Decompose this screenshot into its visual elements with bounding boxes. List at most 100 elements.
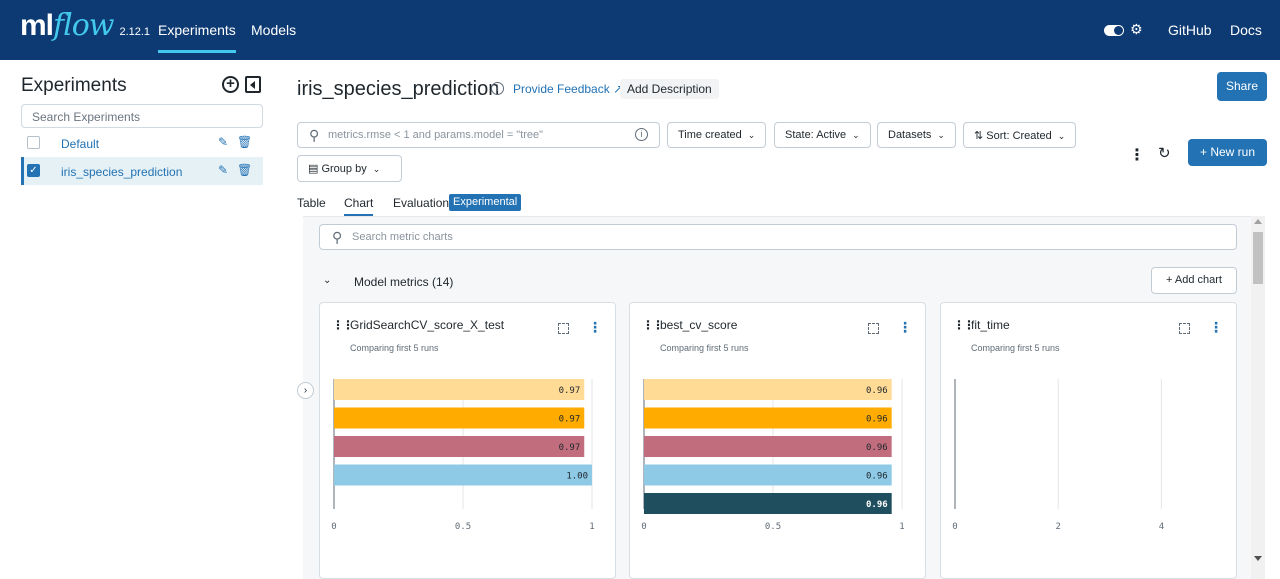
gear-icon[interactable]: ⚙ <box>1130 21 1143 37</box>
refresh-icon[interactable]: ↻ <box>1158 145 1171 162</box>
delete-icon[interactable]: 🗑 <box>237 163 253 177</box>
scrollbar[interactable] <box>1251 216 1265 579</box>
tick-label: 0 <box>331 522 336 532</box>
search-metric-placeholder: Search metric charts <box>352 231 453 243</box>
dark-mode-toggle[interactable] <box>1104 25 1124 36</box>
tab-evaluation[interactable]: Evaluation <box>393 196 450 210</box>
chart-card: ⋮⋮ GridSearchCV_score_X_test Comparing f… <box>319 302 616 579</box>
sort-icon: ⇅ <box>974 130 987 142</box>
drag-handle-icon[interactable]: ⋮⋮ <box>642 318 664 332</box>
datasets-dropdown[interactable]: Datasets ⌄ <box>877 122 956 148</box>
dropdown-label: State: Active <box>785 129 847 141</box>
experimental-badge: Experimental <box>449 194 522 211</box>
section-title: Model metrics (14) <box>354 275 454 289</box>
data-label: 0.96 <box>866 415 888 425</box>
new-run-label[interactable]: New run <box>1210 145 1256 159</box>
top-navbar: ml flow 2.12.1 Experiments Models ⚙ GitH… <box>0 0 1280 60</box>
tab-chart[interactable]: Chart <box>344 196 374 216</box>
add-chart-label[interactable]: Add chart <box>1174 274 1222 286</box>
bar <box>644 407 892 429</box>
tick-label: 0 <box>952 522 957 532</box>
chevron-down-icon: ⌄ <box>852 130 860 140</box>
dropdown-label: Sort: Created <box>986 130 1052 142</box>
nav-models[interactable]: Models <box>251 22 297 38</box>
tick-label: 0 <box>641 522 646 532</box>
logo-ml: ml <box>20 9 54 42</box>
info-icon[interactable]: i <box>635 128 648 141</box>
sidebar-item-iris[interactable]: ✓ iris_species_prediction ✎ 🗑 <box>21 157 263 185</box>
data-label: 0.97 <box>559 443 581 453</box>
checkbox[interactable] <box>27 136 40 149</box>
chart-menu-icon[interactable]: ⋮ <box>588 319 602 335</box>
chevron-down-icon: ⌄ <box>1057 131 1066 141</box>
add-chart-button[interactable]: + Add chart <box>1151 267 1237 294</box>
tick-label: 0.5 <box>455 522 471 532</box>
add-description-button[interactable]: Add Description <box>620 79 719 99</box>
dropdown-label: Group by <box>321 163 367 175</box>
bar <box>644 493 892 514</box>
mlflow-logo[interactable]: ml flow 2.12.1 <box>20 8 150 48</box>
bar <box>334 407 585 429</box>
bar <box>334 464 592 486</box>
chart-menu-icon[interactable]: ⋮ <box>1209 319 1223 335</box>
new-run-button[interactable]: + New run <box>1188 139 1267 166</box>
group-by-dropdown[interactable]: ▤ Group by ⌄ <box>297 155 402 182</box>
fullscreen-icon[interactable] <box>1179 323 1190 334</box>
search-experiments-input[interactable]: Search Experiments <box>21 104 263 128</box>
bar-chart: 0 2 4 <box>952 379 1164 532</box>
chevron-down-icon: ⌄ <box>372 164 381 174</box>
bar <box>334 379 585 400</box>
bar <box>644 464 892 486</box>
chart-subtitle: Comparing first 5 runs <box>350 343 439 353</box>
tick-label: 1 <box>899 522 904 532</box>
tick-label: 4 <box>1159 522 1164 532</box>
docs-link[interactable]: Docs <box>1230 22 1262 38</box>
external-link-icon: ↗ <box>613 82 624 96</box>
github-link[interactable]: GitHub <box>1168 22 1212 38</box>
search-icon: ⚲ <box>309 127 320 143</box>
nav-experiments[interactable]: Experiments <box>158 22 236 53</box>
edit-icon[interactable]: ✎ <box>218 163 229 177</box>
edit-icon[interactable]: ✎ <box>218 135 229 149</box>
fullscreen-icon[interactable] <box>868 323 879 334</box>
time-created-dropdown[interactable]: Time created ⌄ <box>667 122 767 148</box>
chart-menu-icon[interactable]: ⋮ <box>898 319 912 335</box>
state-dropdown[interactable]: State: Active ⌄ <box>774 122 871 148</box>
chevron-down-icon: ⌄ <box>937 130 945 140</box>
bar <box>334 436 585 457</box>
chevron-down-icon: ⌄ <box>747 130 756 140</box>
bar-chart: 0 0.5 1 0.97 0.97 0.97 1.00 <box>331 379 595 532</box>
data-label: 0.97 <box>559 415 581 425</box>
search-runs-input[interactable]: ⚲ metrics.rmse < 1 and params.model = "t… <box>297 122 660 148</box>
info-icon[interactable]: i <box>491 82 504 95</box>
delete-icon[interactable]: 🗑 <box>237 135 253 149</box>
scroll-up-arrow[interactable] <box>1254 219 1262 224</box>
fullscreen-icon[interactable] <box>558 323 569 334</box>
scrollbar-thumb[interactable] <box>1253 232 1263 284</box>
sidebar-title: Experiments <box>21 75 127 96</box>
sidebar-item-label[interactable]: iris_species_prediction <box>61 165 183 179</box>
search-icon: ⚲ <box>332 229 343 245</box>
chevron-down-icon[interactable]: ⌄ <box>323 275 332 286</box>
expand-runs-icon[interactable]: › <box>297 382 314 399</box>
share-button[interactable]: Share <box>1217 72 1267 101</box>
chart-title: GridSearchCV_score_X_test <box>350 318 505 332</box>
sidebar-item-default[interactable]: Default ✎ 🗑 <box>21 129 263 157</box>
checkbox[interactable]: ✓ <box>27 164 40 177</box>
data-label: 0.96 <box>866 443 888 453</box>
feedback-label[interactable]: Provide Feedback <box>513 82 610 96</box>
provide-feedback-link[interactable]: Provide Feedback ↗ <box>513 82 623 96</box>
group-icon: ▤ <box>308 163 322 175</box>
bar-chart: 0 0.5 1 0.96 0.96 0.96 0.96 0.96 <box>641 379 905 532</box>
scroll-down-arrow[interactable] <box>1254 556 1262 561</box>
tab-table[interactable]: Table <box>297 196 326 210</box>
drag-handle-icon[interactable]: ⋮⋮ <box>953 318 975 332</box>
chart-subtitle: Comparing first 5 runs <box>971 343 1060 353</box>
sidebar-item-label[interactable]: Default <box>61 137 100 151</box>
collapse-sidebar-icon[interactable] <box>245 76 261 93</box>
more-options-icon[interactable]: ⋮ <box>1129 147 1145 164</box>
add-experiment-icon[interactable]: + <box>222 76 239 93</box>
drag-handle-icon[interactable]: ⋮⋮ <box>332 318 354 332</box>
sort-dropdown[interactable]: ⇅ Sort: Created ⌄ <box>963 122 1077 148</box>
search-metric-charts-input[interactable]: ⚲ Search metric charts <box>319 224 1237 250</box>
